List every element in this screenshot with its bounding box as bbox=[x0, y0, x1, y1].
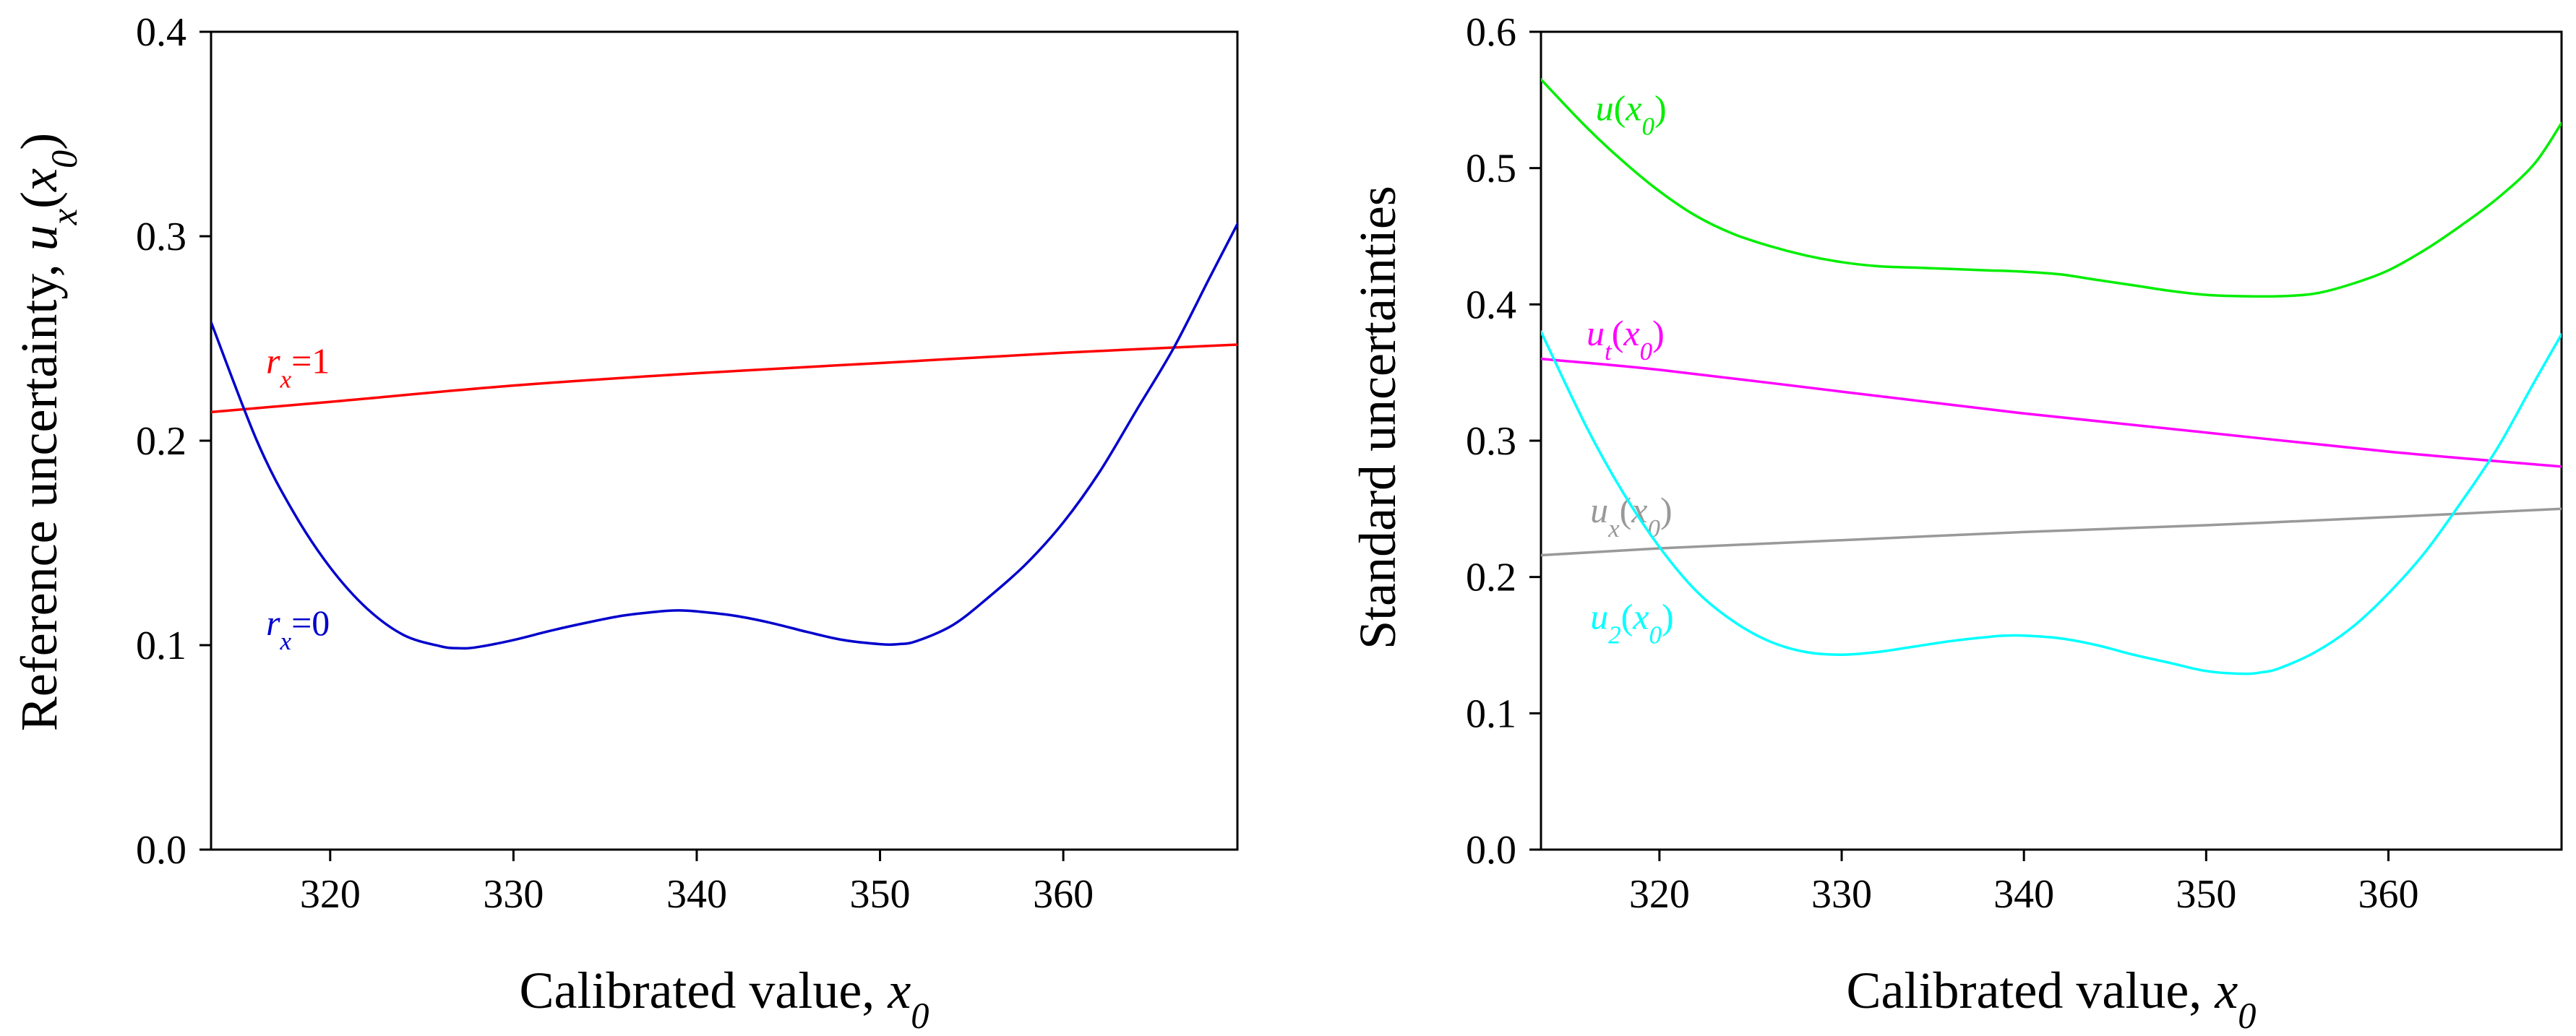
y-tick-label: 0.3 bbox=[136, 215, 186, 259]
y-tick-label: 0.4 bbox=[136, 10, 186, 55]
x-tick-label: 330 bbox=[1811, 872, 1872, 917]
series-label-0: rx=1 bbox=[266, 341, 330, 394]
x-tick-label: 350 bbox=[850, 872, 911, 917]
series-label-2: ux(x0) bbox=[1590, 490, 1673, 543]
y-tick-label: 0.2 bbox=[1466, 556, 1516, 600]
y-tick-label: 0.4 bbox=[1466, 282, 1516, 327]
y-tick-label: 0.0 bbox=[136, 828, 186, 873]
series-label-0: u(x0) bbox=[1596, 88, 1667, 141]
x-tick-label: 320 bbox=[300, 872, 361, 917]
series-line-3 bbox=[1541, 330, 2562, 675]
right-chart-panel: 320 330 340 350 360 0.0 0.1 0.2 0.3 0.4 0.5 0.6 Cali… bbox=[1349, 10, 2563, 1036]
x-tick-label: 340 bbox=[666, 872, 727, 917]
x-tick-label: 340 bbox=[1993, 872, 2054, 917]
y-tick-label: 0.0 bbox=[1466, 828, 1516, 873]
y-tick-label: 0.1 bbox=[136, 623, 186, 668]
y-axis-title: Standard uncertainties bbox=[1349, 186, 1407, 649]
x-tick-label: 350 bbox=[2176, 872, 2236, 917]
x-tick-label: 320 bbox=[1629, 872, 1690, 917]
y-tick-label: 0.2 bbox=[136, 419, 186, 464]
x-tick-label: 330 bbox=[483, 872, 544, 917]
series-label-3: u2(x0) bbox=[1590, 596, 1674, 649]
y-tick-label: 0.3 bbox=[1466, 419, 1516, 464]
y-tick-label: 0.5 bbox=[1466, 147, 1516, 191]
series-line-0 bbox=[1541, 78, 2562, 298]
series-line-0 bbox=[211, 343, 1237, 414]
x-tick-label: 360 bbox=[1033, 872, 1094, 917]
y-tick-label: 0.1 bbox=[1466, 691, 1516, 736]
series-line-2 bbox=[1541, 507, 2562, 557]
x-axis-title: Calibrated value, x0 bbox=[1847, 962, 2257, 1036]
x-axis-title: Calibrated value, x0 bbox=[520, 962, 929, 1036]
y-tick-label: 0.6 bbox=[1466, 10, 1516, 55]
plot-frame bbox=[210, 30, 1239, 851]
series-label-1: ut(x0) bbox=[1587, 313, 1665, 366]
series-label-1: rx=0 bbox=[266, 603, 330, 655]
left-chart-panel: 320 330 340 350 360 0.0 0.1 0.2 0.3 0.4 Calibrated… bbox=[10, 10, 1239, 1036]
y-axis-title: Reference uncertainty, ux(x0) bbox=[10, 133, 85, 731]
plot-frame bbox=[1540, 30, 2563, 851]
series-line-1 bbox=[1541, 358, 2562, 468]
series-line-1 bbox=[211, 223, 1237, 650]
x-tick-label: 360 bbox=[2358, 872, 2418, 917]
